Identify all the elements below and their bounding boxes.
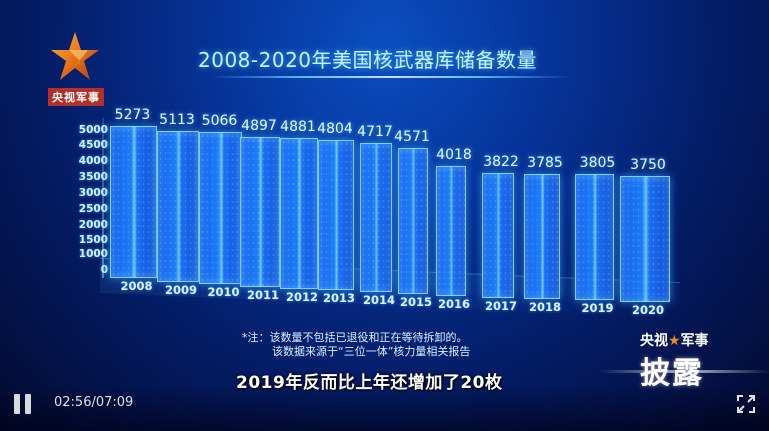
bar-value-label: 4717 xyxy=(357,124,393,140)
fullscreen-icon xyxy=(737,395,755,413)
brand-top-right: 军事 xyxy=(680,333,709,349)
bar-value-label: 5273 xyxy=(114,107,151,123)
y-tick: 3000 xyxy=(78,187,108,199)
program-brand: 央视★军事 披露 xyxy=(600,330,769,391)
bar-value-label: 4018 xyxy=(436,147,472,163)
y-tick: 4500 xyxy=(78,139,108,151)
bar-2014 xyxy=(360,143,392,292)
x-tick-label: 2019 xyxy=(581,301,614,315)
channel-logo-label: 央视军事 xyxy=(48,88,104,106)
bar-value-label: 3822 xyxy=(483,154,519,170)
x-tick-label: 2014 xyxy=(362,293,395,307)
x-tick-label: 2020 xyxy=(631,303,664,317)
y-tick: 1000 xyxy=(78,248,108,260)
x-tick-label: 2017 xyxy=(484,299,517,313)
y-tick: 3500 xyxy=(78,171,108,183)
x-tick-label: 2012 xyxy=(285,290,318,304)
y-axis: 5000 4500 4000 3500 3000 2500 2000 1500 … xyxy=(74,124,108,276)
pause-button[interactable] xyxy=(14,394,36,414)
bar-value-label: 3750 xyxy=(630,157,666,173)
x-tick-label: 2016 xyxy=(437,297,470,311)
bar-2018 xyxy=(524,174,560,299)
fullscreen-button[interactable] xyxy=(736,394,756,414)
bar-value-label: 4804 xyxy=(317,121,353,137)
pause-icon-left xyxy=(14,394,20,414)
brand-top-left: 央视 xyxy=(640,333,668,349)
bar-2011 xyxy=(240,137,280,287)
chart-title: 2008-2020年美国核武器库储备数量 xyxy=(198,48,538,72)
y-tick: 0 xyxy=(100,264,108,276)
bar-value-label: 5066 xyxy=(201,113,238,129)
y-tick: 2500 xyxy=(78,203,108,215)
x-tick-label: 2008 xyxy=(120,279,153,293)
y-tick: 1500 xyxy=(78,234,108,246)
bar-value-label: 3785 xyxy=(527,155,563,171)
bar-value-label: 3805 xyxy=(579,155,616,171)
player-controls xyxy=(0,385,769,431)
bar-2009 xyxy=(157,131,199,282)
brand-top-text: 央视★军事 xyxy=(640,330,709,350)
x-tick-label: 2010 xyxy=(207,285,240,299)
x-tick-label: 2009 xyxy=(164,283,197,297)
bar-2016 xyxy=(436,166,466,296)
star-icon xyxy=(51,32,99,80)
time-display: 02:56/07:09 xyxy=(54,395,134,410)
channel-logo: 央视军事 xyxy=(42,30,108,106)
bar-2017 xyxy=(482,173,514,298)
bar-2015 xyxy=(398,148,428,294)
brand-streak xyxy=(600,370,769,373)
bar-2019 xyxy=(575,174,614,300)
bar-2008 xyxy=(110,126,157,278)
bar-value-label: 4881 xyxy=(280,119,316,135)
y-axis-line xyxy=(102,118,104,278)
pause-icon-right xyxy=(25,394,31,414)
bar-2020 xyxy=(620,176,670,302)
x-tick-label: 2011 xyxy=(246,288,279,302)
bar-2010 xyxy=(199,132,242,284)
bar-2012 xyxy=(280,138,318,289)
bar-value-label: 4571 xyxy=(394,129,430,145)
brand-star-icon: ★ xyxy=(668,333,681,349)
x-tick-label: 2018 xyxy=(528,300,561,314)
footnote: *注：该数量不包括已退役和正在等待拆卸的。 该数据来源于“三位一体”核力量相关报… xyxy=(242,331,470,359)
y-tick: 2000 xyxy=(78,219,108,231)
y-tick: 5000 xyxy=(78,124,108,136)
x-tick-label: 2015 xyxy=(399,295,432,309)
x-tick-label: 2013 xyxy=(322,291,355,305)
bar-value-label: 4897 xyxy=(241,118,277,134)
bar-value-label: 5113 xyxy=(159,112,195,128)
bar-2013 xyxy=(318,140,354,290)
footnote-line-2: 该数据来源于“三位一体”核力量相关报告 xyxy=(272,345,471,358)
title-underline xyxy=(210,76,570,78)
y-tick: 4000 xyxy=(78,155,108,167)
footnote-line-1: *注：该数量不包括已退役和正在等待拆卸的。 xyxy=(242,331,468,344)
